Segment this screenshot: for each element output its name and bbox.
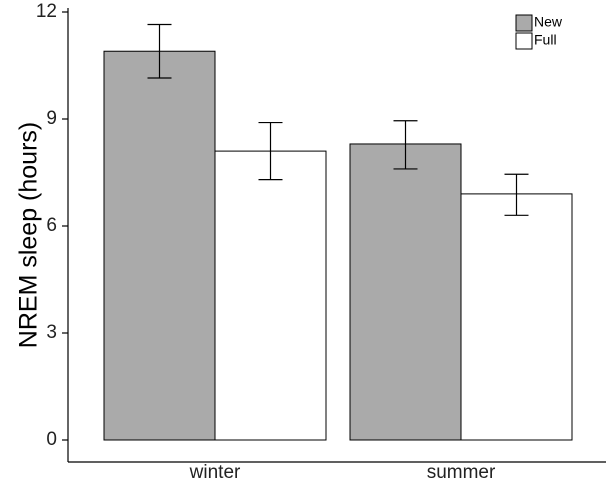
legend-label-full: Full <box>534 32 557 48</box>
y-tick-label: 9 <box>46 108 57 129</box>
bar-full-summer <box>460 193 573 441</box>
y-tick-label: 12 <box>36 1 57 22</box>
legend-swatch-new <box>515 14 533 32</box>
x-tick-label-summer: summer <box>427 462 496 483</box>
bars <box>103 50 573 441</box>
y-tick-label: 0 <box>46 429 57 450</box>
x-tick-labels: winter summer <box>189 462 496 483</box>
bar-full-winter <box>214 150 327 441</box>
legend-label-new: New <box>534 14 563 30</box>
y-ticks: 0 3 6 9 12 <box>36 1 68 450</box>
error-bars <box>147 23 529 216</box>
legend: New Full <box>515 14 563 50</box>
bar-new-winter <box>103 50 216 441</box>
bar-new-summer <box>349 143 462 441</box>
legend-swatch-full <box>515 32 533 50</box>
x-tick-label-winter: winter <box>189 462 241 483</box>
axes <box>67 8 606 463</box>
y-axis-title: NREM sleep (hours) <box>15 122 43 348</box>
y-tick-label: 6 <box>46 215 57 236</box>
y-tick-label: 3 <box>46 322 57 343</box>
